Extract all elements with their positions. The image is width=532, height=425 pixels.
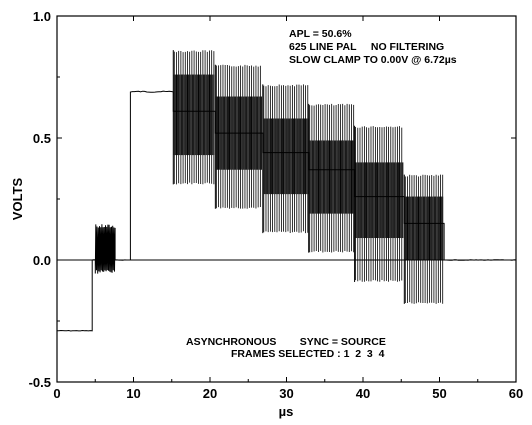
x-tick-label: 10 — [126, 386, 140, 401]
annotation-sync: ASYNCHRONOUS SYNC = SOURCE — [186, 336, 386, 348]
y-tick-label: 1.0 — [33, 9, 51, 24]
annotation-line-standard: 625 LINE PAL NO FILTERING — [289, 41, 444, 53]
y-axis-title: VOLTS — [10, 177, 25, 220]
annotation-frames: FRAMES SELECTED : 1 2 3 4 — [231, 348, 385, 360]
annotation-apl: APL = 50.6% — [289, 28, 352, 40]
x-tick-label: 40 — [356, 386, 370, 401]
x-tick-label: 30 — [279, 386, 293, 401]
axis-ticks — [56, 15, 517, 383]
annotation-clamp: SLOW CLAMP TO 0.00V @ 6.72µs — [289, 54, 457, 66]
y-tick-label: -0.5 — [29, 375, 51, 390]
x-tick-label: 50 — [432, 386, 446, 401]
x-tick-labels: 0 10 20 30 40 50 60 — [53, 386, 523, 401]
waveform-trace — [57, 50, 517, 332]
x-axis-title: µs — [279, 404, 294, 419]
trace-line — [57, 90, 517, 332]
y-tick-labels: 1.0 0.5 0.0 -0.5 — [29, 9, 51, 390]
plot-frame — [56, 15, 517, 383]
x-tick-label: 20 — [203, 386, 217, 401]
y-tick-label: 0.0 — [33, 253, 51, 268]
x-tick-label: 0 — [53, 386, 60, 401]
y-tick-label: 0.5 — [33, 131, 51, 146]
x-tick-label: 60 — [509, 386, 523, 401]
